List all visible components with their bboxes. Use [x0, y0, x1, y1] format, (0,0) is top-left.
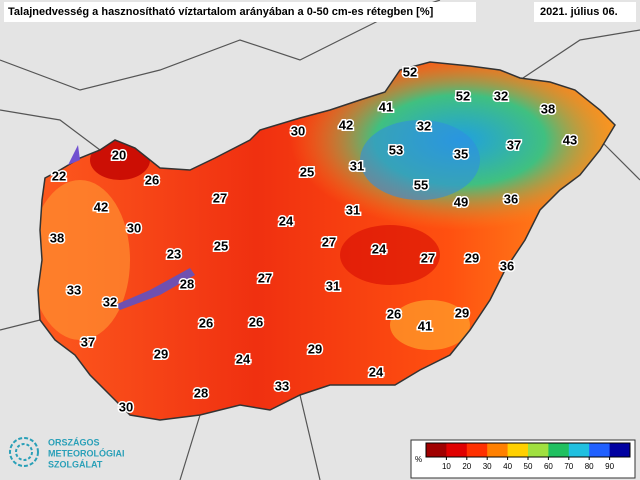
station-value: 23 [167, 246, 181, 261]
colorbar-swatch [426, 443, 447, 457]
station-value: 33 [67, 282, 81, 297]
station-value: 29 [308, 341, 322, 356]
station-value: 49 [454, 194, 468, 209]
station-value: 30 [119, 399, 133, 414]
station-value: 27 [421, 250, 435, 265]
logo-text: ORSZÁGOS [48, 437, 100, 447]
colorbar-swatch [568, 443, 590, 457]
station-value: 31 [346, 202, 360, 217]
title: Talajnedvesség a hasznosítható víztartal… [8, 6, 434, 18]
colorbar-tick-label: 10 [442, 462, 451, 471]
lake [115, 268, 195, 310]
station-value: 32 [417, 118, 431, 133]
station-value: 35 [454, 146, 468, 161]
colorbar-swatch [487, 443, 509, 457]
title-box [4, 2, 476, 22]
colorbar-tick-label: 90 [605, 462, 614, 471]
date-box [534, 2, 636, 22]
station-value: 29 [465, 250, 479, 265]
station-value: 38 [50, 230, 64, 245]
station-value: 26 [249, 314, 263, 329]
station-value: 43 [563, 132, 577, 147]
station-value: 27 [258, 270, 272, 285]
date: 2021. július 06. [540, 6, 618, 18]
colorbar-tick-label: 20 [462, 462, 471, 471]
station-value: 32 [103, 294, 117, 309]
station-value: 37 [81, 334, 95, 349]
station-value: 22 [52, 168, 66, 183]
station-value: 20 [112, 147, 126, 162]
station-value: 27 [213, 190, 227, 205]
station-value: 27 [322, 234, 336, 249]
station-value: 25 [300, 164, 314, 179]
station-value: 28 [194, 385, 208, 400]
colorbar-swatch [446, 443, 468, 457]
station-value: 53 [389, 142, 403, 157]
station-value: 41 [379, 99, 393, 114]
station-value: 31 [326, 278, 340, 293]
station-value: 24 [279, 213, 294, 228]
station-value: 42 [339, 117, 353, 132]
station-value: 26 [145, 172, 159, 187]
colorbar-swatch [609, 443, 631, 457]
logo-text: SZOLGÁLAT [48, 459, 103, 469]
station-value: 52 [403, 64, 417, 79]
station-value: 33 [275, 378, 289, 393]
station-value: 42 [94, 199, 108, 214]
station-value: 36 [504, 191, 518, 206]
station-value: 24 [372, 241, 387, 256]
station-value: 30 [127, 220, 141, 235]
station-value: 29 [154, 346, 168, 361]
colorbar-unit: % [415, 455, 422, 464]
colorbar-swatch [507, 443, 529, 457]
station-value: 38 [541, 101, 555, 116]
station-value: 24 [369, 364, 384, 379]
lake [68, 145, 80, 165]
station-value: 55 [414, 177, 428, 192]
station-value: 37 [507, 137, 521, 152]
colorbar-swatch [548, 443, 570, 457]
station-value: 36 [500, 258, 514, 273]
colorbar-tick-label: 30 [483, 462, 492, 471]
station-value: 29 [455, 305, 469, 320]
colorbar-tick-label: 40 [503, 462, 512, 471]
colorbar-swatch [589, 443, 611, 457]
station-value: 41 [418, 318, 432, 333]
station-value: 25 [214, 238, 228, 253]
colorbar-swatch [528, 443, 549, 457]
station-value: 26 [387, 306, 401, 321]
colorbar-tick-label: 70 [564, 462, 573, 471]
station-value: 32 [494, 88, 508, 103]
colorbar-tick-label: 50 [524, 462, 533, 471]
colorbar-swatch [466, 443, 488, 457]
station-value: 52 [456, 88, 470, 103]
station-value: 31 [350, 158, 364, 173]
logo [9, 437, 39, 467]
colorbar-tick-label: 80 [585, 462, 594, 471]
station-value: 26 [199, 315, 213, 330]
station-value: 24 [236, 351, 251, 366]
station-value: 30 [291, 123, 305, 138]
logo-text: METEOROLÓGIAI [48, 447, 125, 458]
colorbar-tick-label: 60 [544, 462, 553, 471]
station-value: 28 [180, 276, 194, 291]
